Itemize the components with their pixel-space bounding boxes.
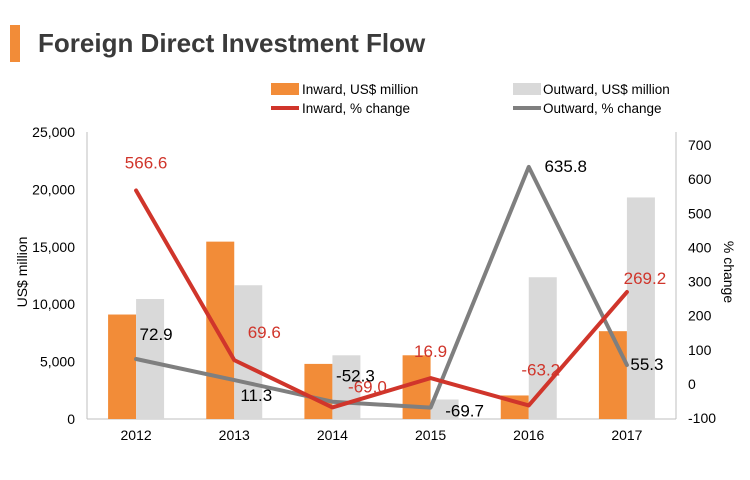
y2-tick-label: 0	[688, 376, 696, 392]
x-tick-label: 2013	[219, 427, 250, 443]
y2-tick-label: -100	[688, 410, 716, 426]
legend-swatch-inward-bar	[271, 83, 299, 95]
bar-inward	[598, 331, 627, 419]
data-label-inward: -63.2	[521, 360, 560, 379]
y2-tick-label: 500	[688, 205, 712, 221]
bar-inward	[304, 363, 333, 419]
bar-outward	[332, 355, 361, 419]
y-tick-label: 20,000	[32, 181, 75, 197]
data-label-inward: 269.2	[624, 269, 667, 288]
y2-tick-label: 200	[688, 308, 712, 324]
chart-title: Foreign Direct Investment Flow	[38, 28, 426, 58]
y-tick-label: 10,000	[32, 296, 75, 312]
y-axis-title: US$ million	[14, 237, 30, 308]
legend-swatch-outward-bar	[513, 83, 541, 95]
x-tick-label: 2017	[611, 427, 642, 443]
y-tick-label: 5,000	[40, 354, 75, 370]
y-tick-label: 25,000	[32, 124, 75, 140]
data-label-inward: 69.6	[248, 323, 281, 342]
x-tick-label: 2014	[317, 427, 348, 443]
legend-label-inward-line: Inward, % change	[302, 101, 410, 116]
bar-outward	[626, 197, 655, 419]
data-label-inward: 16.9	[414, 342, 447, 361]
y-tick-label: 15,000	[32, 239, 75, 255]
data-label-inward: -69.0	[348, 377, 387, 396]
line-inward-change	[134, 188, 629, 410]
legend-label-outward-line: Outward, % change	[543, 101, 662, 116]
bar-inward	[108, 314, 137, 419]
y2-tick-label: 100	[688, 342, 712, 358]
data-label-outward: -52.3	[336, 367, 375, 386]
y2-tick-label: 700	[688, 137, 712, 153]
legend-label-outward-bar: Outward, US$ million	[543, 82, 670, 97]
x-tick-label: 2015	[415, 427, 446, 443]
y2-axis-title: % change	[721, 241, 737, 303]
x-tick-label: 2012	[121, 427, 152, 443]
bar-outward	[430, 399, 459, 419]
bar-inward	[206, 241, 235, 419]
data-label-outward: -69.7	[445, 402, 484, 421]
y2-tick-label: 300	[688, 274, 712, 290]
data-label-outward: 11.3	[240, 386, 272, 405]
y2-tick-label: 400	[688, 239, 712, 255]
data-label-outward: 55.3	[630, 355, 663, 374]
y2-tick-label: 600	[688, 171, 712, 187]
data-label-outward: 72.9	[140, 325, 173, 344]
x-tick-label: 2016	[513, 427, 544, 443]
data-label-outward: 635.8	[544, 157, 587, 176]
legend-label-inward-bar: Inward, US$ million	[302, 82, 418, 97]
title-accent-bar	[10, 25, 20, 62]
bar-outward	[234, 285, 263, 419]
line-outward-change	[134, 164, 629, 410]
bar-outward	[528, 277, 557, 419]
y-tick-label: 0	[67, 411, 75, 427]
data-label-inward: 566.6	[125, 154, 168, 173]
